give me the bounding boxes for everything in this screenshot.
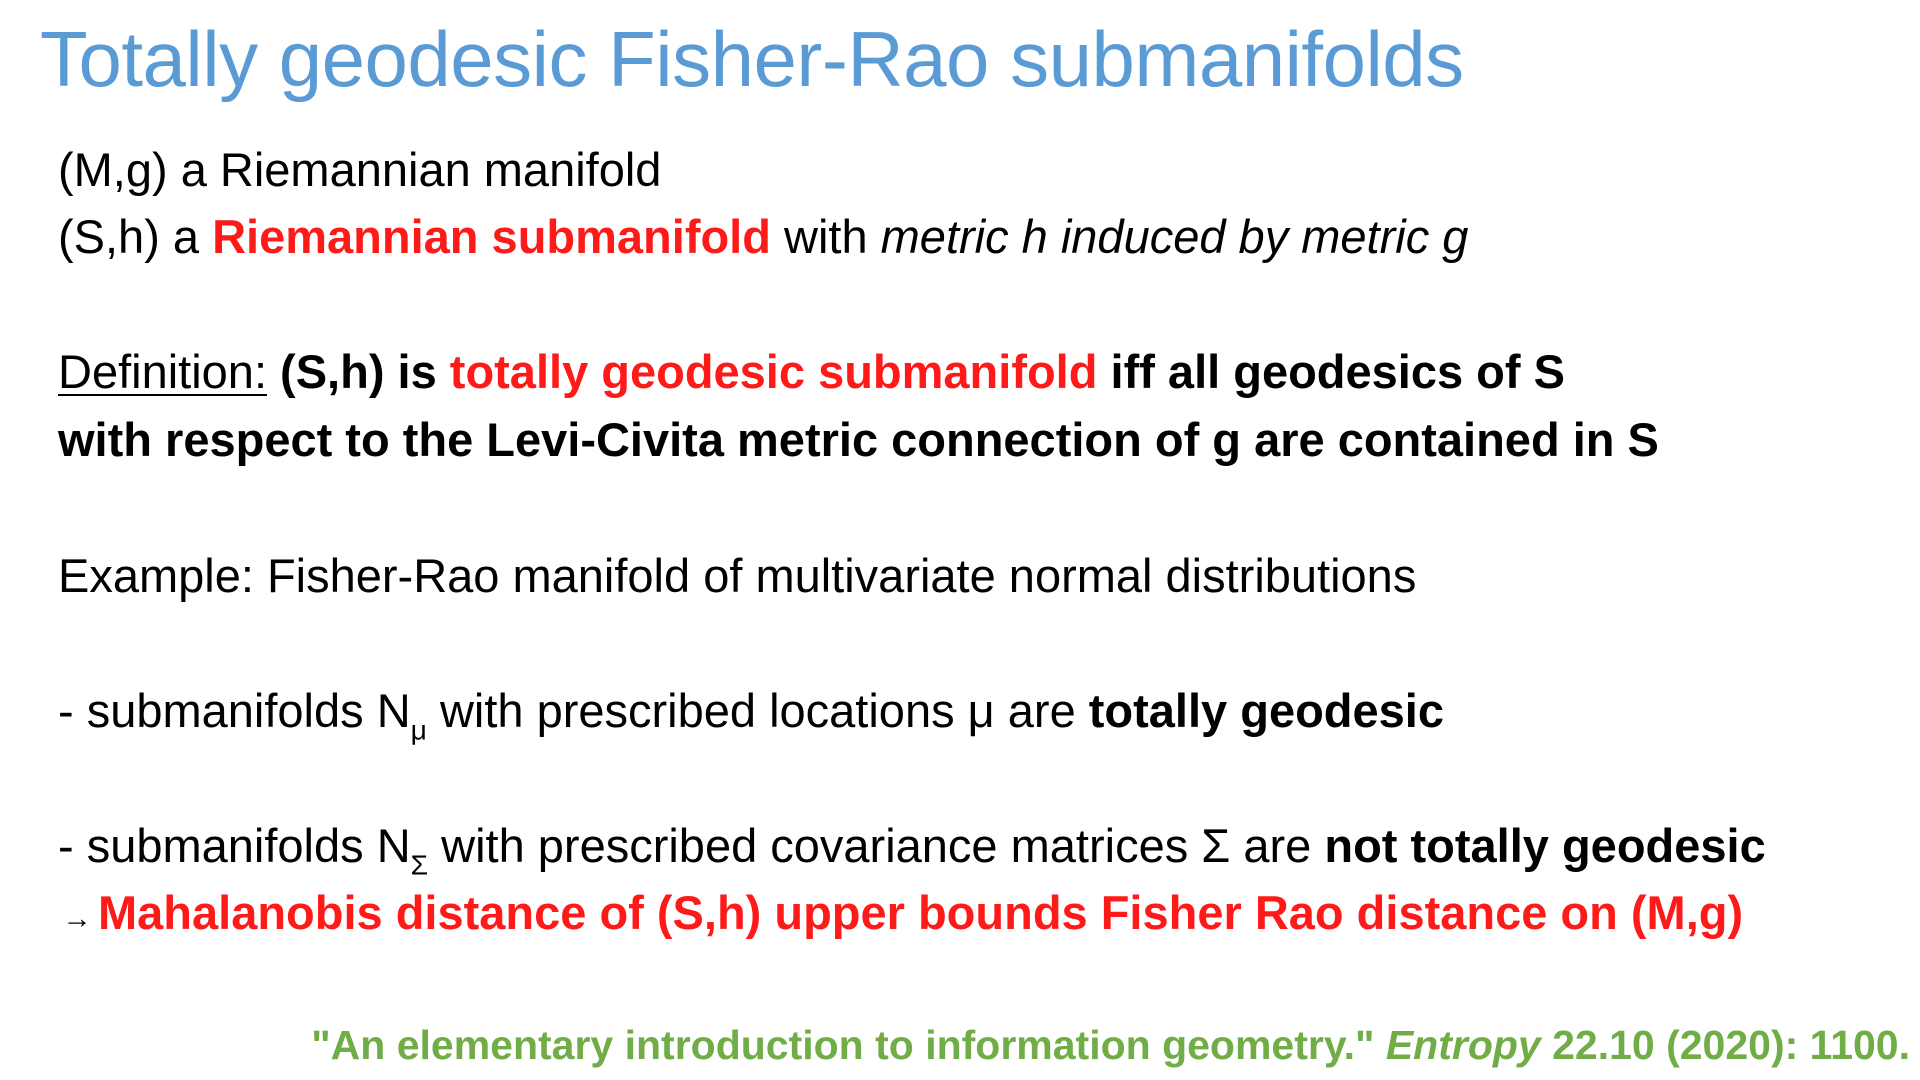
bullet-covariance: - submanifolds NΣ with prescribed covari… (58, 819, 1766, 879)
citation-details: 22.10 (2020): 1100. (1540, 1022, 1910, 1068)
bullet1-bold: totally geodesic (1088, 684, 1444, 737)
manifold-line: (M,g) a Riemannian manifold (58, 143, 661, 197)
bullet2-mid: with prescribed covariance matrices Σ ar… (428, 819, 1325, 872)
citation: "An elementary introduction to informati… (311, 1022, 1910, 1069)
example-line: Example: Fisher-Rao manifold of multivar… (58, 549, 1416, 603)
definition-label: Definition: (58, 345, 267, 398)
bullet1-subscript: μ (410, 713, 427, 746)
conclusion-text: Mahalanobis distance of (S,h) upper boun… (98, 886, 1744, 939)
riemannian-submanifold-highlight: Riemannian submanifold (212, 210, 771, 263)
citation-title: "An elementary introduction to informati… (311, 1022, 1386, 1068)
bullet2-subscript: Σ (410, 848, 429, 881)
submanifold-prefix: (S,h) a (58, 210, 213, 263)
bullet2-prefix: - submanifolds N (58, 819, 411, 872)
bullet1-mid: with prescribed locations μ are (426, 684, 1089, 737)
submanifold-line: (S,h) a Riemannian submanifold with metr… (58, 210, 1468, 264)
conclusion-line: → Mahalanobis distance of (S,h) upper bou… (56, 886, 1743, 940)
definition-line-2: with respect to the Levi-Civita metric c… (58, 413, 1659, 467)
bullet-locations: - submanifolds Nμ with prescribed locati… (58, 684, 1444, 744)
bullet1-prefix: - submanifolds N (58, 684, 411, 737)
bullet2-bold: not totally geodesic (1324, 819, 1766, 872)
submanifold-mid: with (770, 210, 881, 263)
totally-geodesic-highlight: totally geodesic submanifold (449, 345, 1098, 398)
example-text: Example: Fisher-Rao manifold of multivar… (58, 549, 1417, 602)
definition-bold-2: iff all geodesics of S (1097, 345, 1565, 398)
arrow-right-icon: → (62, 902, 92, 935)
citation-journal: Entropy (1385, 1022, 1541, 1068)
slide-title: Totally geodesic Fisher-Rao submanifolds (40, 15, 1464, 103)
manifold-text: (M,g) a Riemannian manifold (58, 143, 662, 196)
definition-continuation: with respect to the Levi-Civita metric c… (58, 413, 1659, 466)
definition-bold-1: (S,h) is (267, 345, 450, 398)
induced-metric-text: metric h induced by metric g (880, 210, 1469, 263)
definition-line: Definition: (S,h) is totally geodesic su… (58, 345, 1565, 399)
